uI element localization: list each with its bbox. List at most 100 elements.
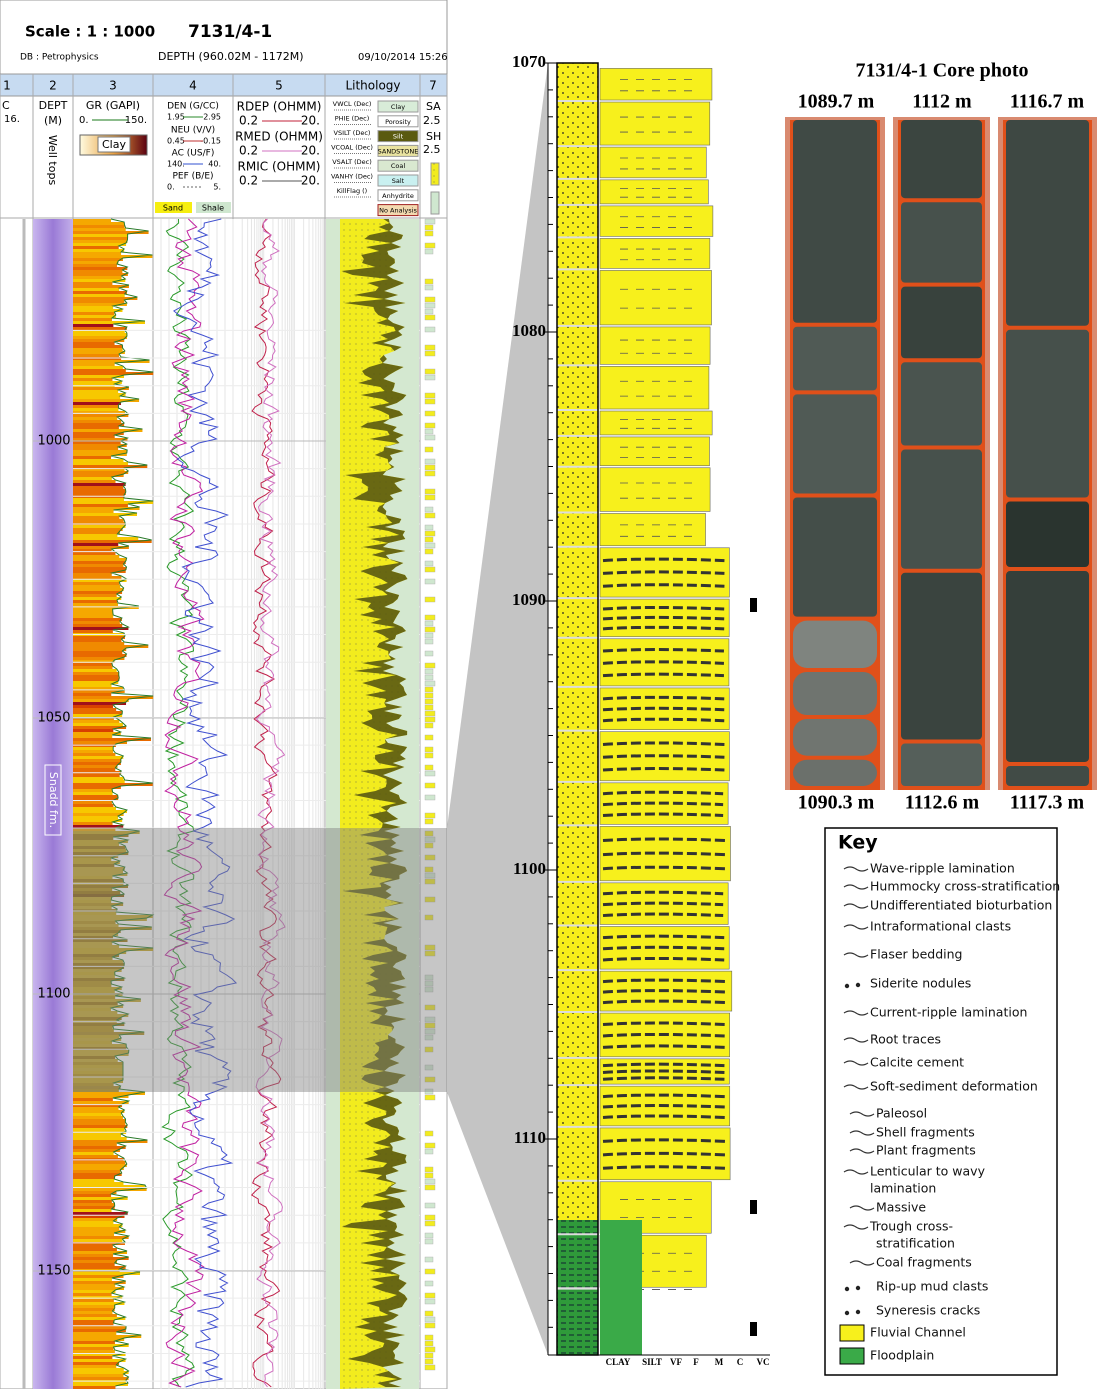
label: VANHY (Dec)	[331, 173, 373, 181]
bed	[600, 68, 712, 100]
sample-marker	[750, 1200, 757, 1214]
gr-fill	[73, 480, 116, 483]
flag	[425, 1203, 435, 1208]
label: VSILT (Dec)	[334, 129, 371, 137]
flag	[425, 375, 435, 380]
gr-fill	[73, 822, 113, 825]
gr-fill	[73, 222, 124, 225]
core-piece	[793, 120, 877, 323]
flag	[425, 423, 435, 428]
gr-fill	[73, 747, 113, 750]
bed	[600, 366, 709, 409]
gr-fill	[73, 1341, 115, 1344]
gr-fill	[73, 270, 122, 273]
gr-fill	[73, 405, 118, 408]
label: M	[715, 1357, 724, 1367]
flag	[425, 429, 433, 434]
mud-clasts	[603, 559, 724, 561]
gr-fill	[73, 768, 115, 771]
label: VWCL (Dec)	[333, 100, 372, 108]
gr-fill	[73, 312, 114, 315]
gr-fill	[73, 417, 117, 420]
gr-fill	[73, 669, 117, 672]
gr-fill	[73, 282, 112, 285]
gr-fill	[73, 483, 126, 486]
label: Shell fragments	[876, 1125, 975, 1140]
gr-fill	[73, 1263, 115, 1266]
key-symbol	[856, 1286, 860, 1290]
gr-fill	[73, 1278, 112, 1281]
gr-fill	[73, 456, 111, 459]
gr-fill	[73, 291, 127, 294]
mud-clasts	[603, 947, 724, 949]
mud-clasts	[603, 1167, 725, 1169]
label: Wave-ripple lamination	[870, 861, 1015, 876]
flag	[425, 399, 435, 404]
flag	[425, 771, 435, 776]
gr-fill	[73, 288, 119, 291]
gr-fill	[73, 705, 113, 708]
gr-fill	[73, 528, 123, 531]
flag	[425, 315, 435, 320]
gr-fill	[73, 1368, 124, 1371]
flag	[425, 1269, 435, 1274]
gr-fill	[73, 567, 127, 570]
gr-fill	[73, 1209, 112, 1212]
label: PEF (B/E)	[172, 172, 213, 182]
label: Current-ripple lamination	[870, 1005, 1027, 1020]
mud-clasts	[603, 743, 724, 745]
flag	[425, 753, 433, 758]
label: Rip-up mud clasts	[876, 1279, 988, 1294]
flag	[425, 633, 433, 638]
bed	[600, 327, 710, 364]
gr-fill	[73, 642, 124, 645]
gr-fill	[73, 1362, 119, 1365]
flag	[425, 663, 435, 668]
label: 20.	[301, 114, 320, 128]
label: 2.5	[423, 114, 441, 127]
sample-marker	[750, 598, 757, 612]
label: 1	[3, 79, 11, 93]
gr-fill	[73, 435, 115, 438]
gr-fill	[73, 300, 124, 303]
gr-fill	[73, 588, 124, 591]
flag	[425, 219, 435, 224]
gr-fill	[73, 351, 125, 354]
mud-clasts	[603, 792, 723, 794]
gr-fill	[73, 582, 119, 585]
mud-clasts	[603, 892, 723, 894]
gr-fill	[73, 1101, 129, 1104]
gr-fill	[73, 1233, 114, 1236]
gr-fill	[73, 1170, 120, 1173]
flag	[425, 1293, 435, 1298]
flag	[425, 1341, 433, 1346]
zoom-connector	[447, 63, 548, 1355]
gr-fill	[73, 573, 112, 576]
gr-fill	[73, 345, 122, 348]
flag	[425, 1179, 435, 1184]
gr-fill	[73, 1224, 122, 1227]
mud-clasts	[603, 1078, 724, 1080]
label: VF	[670, 1357, 682, 1367]
core-piece	[793, 327, 877, 391]
gr-fill	[73, 363, 115, 366]
gr-fill	[73, 597, 121, 600]
label: Coal	[391, 162, 405, 170]
gr-fill	[73, 684, 112, 687]
gr-fill	[73, 369, 126, 372]
flag	[425, 345, 435, 350]
flag	[425, 1281, 433, 1286]
flag	[425, 1185, 435, 1190]
gr-fill	[73, 423, 124, 426]
flag	[425, 795, 435, 800]
flag	[425, 675, 433, 680]
flag	[425, 285, 433, 290]
gr-fill	[73, 1332, 116, 1335]
flag	[425, 651, 433, 656]
gr-fill	[73, 324, 113, 327]
flag	[425, 1215, 435, 1220]
flag	[425, 309, 433, 314]
gr-fill	[73, 1206, 115, 1209]
label: Lenticular to wavy	[870, 1164, 986, 1179]
gr-fill	[73, 1326, 126, 1329]
